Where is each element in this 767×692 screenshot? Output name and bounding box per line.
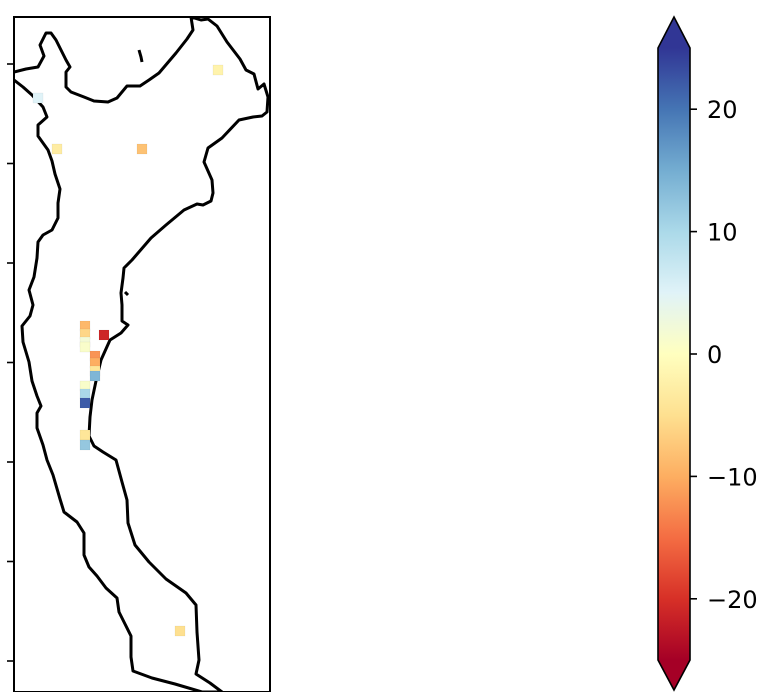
colorbar-extend-bottom [658,660,690,690]
heatmap-cell [79,341,91,353]
map-panel [7,16,271,692]
colorbar-ticks: −20 −10 0 10 20 [690,96,758,614]
heatmap-cell [212,64,224,76]
map-y-ticks [7,63,14,662]
colorbar-tick-label: −20 [707,586,758,614]
map-frame [13,16,271,692]
colorbar-body [658,48,690,660]
colorbar-extend-top [658,17,690,48]
heatmap-cell [79,439,91,451]
heatmap-cell [79,388,91,400]
colorbar-tick-label: 10 [707,219,738,247]
heatmap-cell [79,397,91,409]
heatmap-cell [136,143,148,155]
heatmap-cell [32,92,44,104]
heatmap-cell [98,329,110,341]
coastline [14,17,270,692]
heatmap-cell [79,429,91,441]
colorbar-tick-label: 0 [707,341,722,369]
colorbar: −20 −10 0 10 20 [657,15,758,692]
colorbar-outline [657,15,691,692]
heatmap-cells [32,64,224,637]
coastline-islet [137,49,144,63]
heatmap-cell [174,625,186,637]
coastline-islet [123,290,130,297]
colorbar-tick-label: 20 [707,96,738,124]
heatmap-cell [89,370,101,382]
heatmap-cell [51,143,63,155]
colorbar-tick-label: −10 [707,463,758,491]
